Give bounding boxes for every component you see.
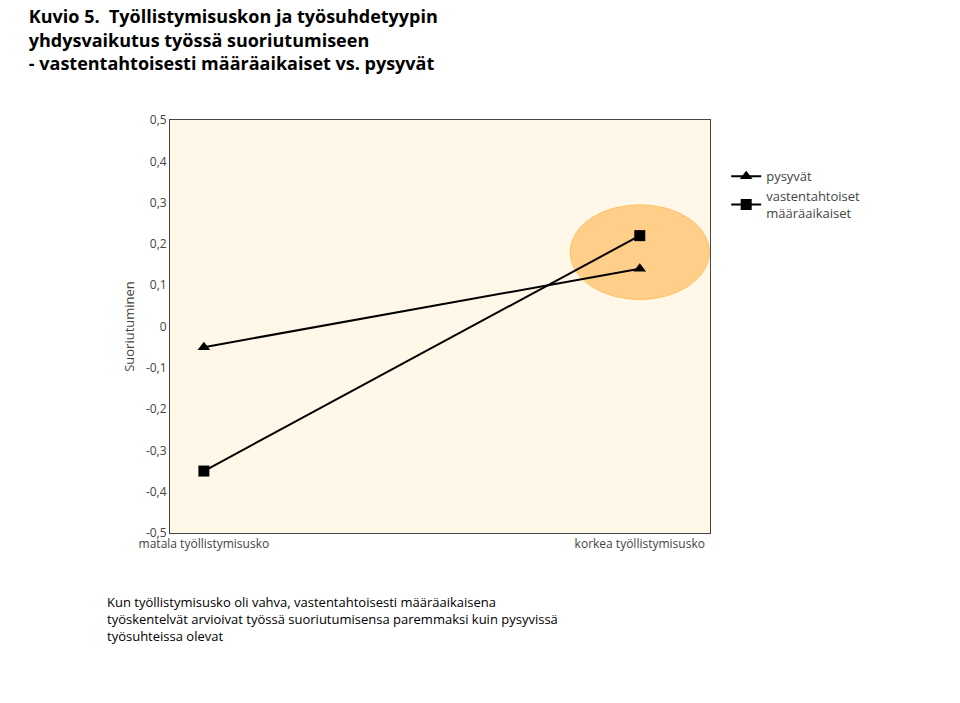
svg-text:Kuvio 5. Työllistymisuskon ja: Kuvio 5. Työllistymisuskon ja työsuhdety… [29,4,438,75]
svg-text:0,1: 0,1 [150,276,167,293]
svg-text:-0,5: -0,5 [146,524,167,541]
svg-text:0: 0 [160,318,167,335]
svg-text:korkea työllistymisusko: korkea työllistymisusko [575,535,705,552]
svg-text:0,2: 0,2 [150,235,167,252]
svg-text:Kun työllistymisusko oli vahva: Kun työllistymisusko oli vahva, vastenta… [107,593,558,645]
svg-text:0,5: 0,5 [150,111,167,128]
svg-text:-0,4: -0,4 [146,483,167,500]
svg-text:-0,1: -0,1 [146,359,167,376]
svg-text:vastentahtoisetmääräaikaiset: vastentahtoisetmääräaikaiset [766,187,860,222]
svg-text:matala työllistymisusko: matala työllistymisusko [139,535,270,552]
svg-text:-0,3: -0,3 [146,442,167,459]
svg-text:-0,2: -0,2 [146,400,167,417]
svg-text:pysyvät: pysyvät [766,167,812,185]
svg-text:Suoriutuminen: Suoriutuminen [120,281,138,372]
svg-text:0,3: 0,3 [150,194,167,211]
svg-text:0,4: 0,4 [150,153,167,170]
